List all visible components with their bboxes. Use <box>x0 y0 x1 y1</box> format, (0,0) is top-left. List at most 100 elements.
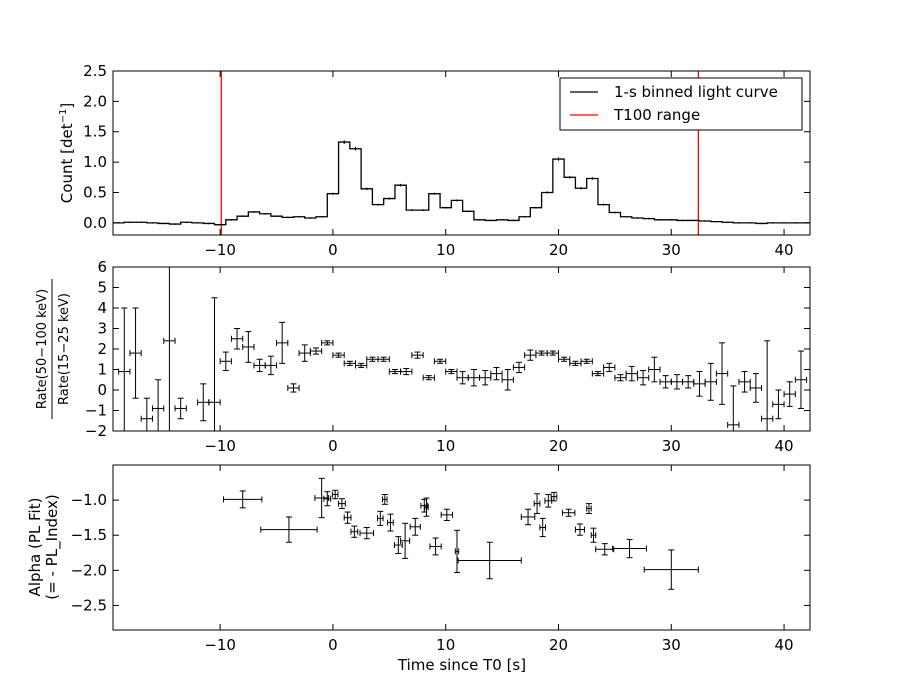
data-point <box>422 374 435 381</box>
hardness-ratio-points <box>118 267 808 431</box>
data-point <box>411 351 424 359</box>
x-axis-label: Time since T0 [s] <box>397 656 526 674</box>
data-point <box>323 491 332 507</box>
data-point <box>643 549 699 590</box>
data-point <box>479 370 492 386</box>
data-point <box>693 371 706 397</box>
y-tick-label: −2.0 <box>71 561 107 579</box>
x-tick-label: 10 <box>436 241 455 259</box>
y-tick-label: 0.0 <box>83 214 107 232</box>
data-point <box>276 321 289 364</box>
hardness-ratio-axes-frame <box>112 266 811 432</box>
data-point <box>772 389 785 420</box>
data-point <box>591 370 605 377</box>
y-tick-label: −1.0 <box>71 491 107 509</box>
data-point <box>625 365 638 382</box>
data-point <box>118 307 131 431</box>
y-tick-label: 1 <box>97 361 107 379</box>
data-point <box>580 358 593 365</box>
data-point <box>423 497 430 517</box>
data-point <box>715 342 729 405</box>
x-tick-label: 40 <box>775 636 794 654</box>
x-tick-label: −10 <box>204 241 236 259</box>
data-point <box>377 356 390 363</box>
alpha-y-label-line2: (= - PL_Index) <box>43 494 62 599</box>
data-point <box>321 339 334 346</box>
data-point <box>595 543 615 556</box>
data-point <box>612 538 647 559</box>
data-point <box>636 370 650 386</box>
data-point <box>429 537 442 556</box>
data-point <box>208 297 221 431</box>
data-point <box>704 362 717 401</box>
x-tick-label: 0 <box>328 636 338 654</box>
ratio-numerator: Rate(50−100 keV) <box>35 289 50 409</box>
y-tick-label: −2 <box>85 422 107 440</box>
y-tick-label: −1 <box>85 402 107 420</box>
data-point <box>260 516 318 543</box>
data-point <box>561 508 576 517</box>
data-point <box>457 541 522 580</box>
light-curve-line <box>113 141 810 226</box>
data-point <box>501 369 514 391</box>
hardness-ratio-y-axis-label: Rate(50−100 keV) Rate(15−25 keV) <box>35 279 72 419</box>
data-point <box>445 368 458 375</box>
ratio-denominator: Rate(15−25 keV) <box>57 293 72 405</box>
x-tick-label: 30 <box>662 241 681 259</box>
y-tick-label: −1.5 <box>71 526 107 544</box>
x-tick-label: 40 <box>775 241 794 259</box>
data-point <box>682 375 695 389</box>
data-point <box>453 529 460 573</box>
data-point <box>343 511 352 524</box>
y-tick-label: 4 <box>97 299 107 317</box>
data-point <box>387 513 394 532</box>
data-point <box>338 498 346 510</box>
data-point <box>761 340 774 431</box>
data-point <box>648 356 661 383</box>
light-curve-panel: −10 0 10 20 30 40 0.0 0.5 1.0 1.5 2.0 2.5 Count [de… <box>58 62 811 259</box>
x-tick-label: 20 <box>549 241 568 259</box>
x-tick-label: 20 <box>549 437 568 455</box>
legend-label-t100: T100 range <box>613 106 700 124</box>
data-point <box>433 358 447 365</box>
data-point <box>574 523 585 536</box>
light-curve-axes-frame <box>112 70 811 236</box>
legend-box <box>559 77 803 131</box>
y-tick-label: 2.5 <box>83 62 107 80</box>
data-point <box>533 493 541 514</box>
y-tick-label: 2 <box>97 340 107 358</box>
data-point <box>331 489 339 500</box>
data-point <box>590 527 597 543</box>
data-point <box>230 328 244 350</box>
data-point <box>550 491 558 502</box>
data-point <box>585 503 592 514</box>
data-point <box>223 490 263 509</box>
x-tick-label: 10 <box>436 636 455 654</box>
data-point <box>738 371 751 393</box>
x-tick-label: 20 <box>549 636 568 654</box>
y-tick-label: 6 <box>97 258 107 276</box>
data-point <box>309 347 323 355</box>
alpha-ticks: −10 0 10 20 30 40 −2.5 −2.0 −1.5 −1.0 <box>71 465 810 654</box>
legend-label-light-curve: 1-s binned light curve <box>614 83 778 101</box>
data-point <box>350 525 359 538</box>
data-point <box>174 397 187 420</box>
data-point <box>544 493 553 508</box>
data-point <box>298 344 311 362</box>
x-tick-label: −10 <box>204 636 236 654</box>
data-point <box>129 307 142 399</box>
data-point <box>603 362 616 373</box>
alpha-y-axis-label: Alpha (PL Fit) (= - PL_Index) <box>26 494 62 599</box>
y-tick-label: 3 <box>97 320 107 338</box>
light-curve-y-axis-label: Count [det−1] <box>58 103 76 203</box>
data-point <box>783 381 796 407</box>
y-tick-label: 1.5 <box>83 123 107 141</box>
x-tick-label: 10 <box>436 437 455 455</box>
data-point <box>388 368 402 375</box>
x-tick-label: 0 <box>328 241 338 259</box>
data-point <box>381 493 388 505</box>
data-point <box>490 366 503 381</box>
data-point <box>409 517 421 536</box>
alpha-axes-frame <box>112 464 811 631</box>
